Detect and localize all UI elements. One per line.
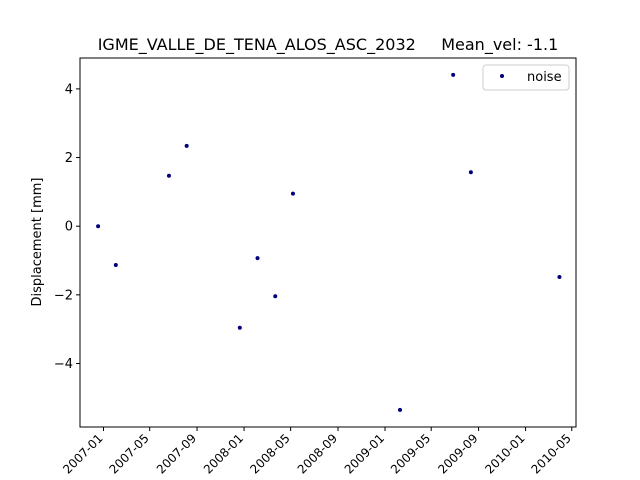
- data-point: [96, 224, 101, 229]
- y-tick-label: 0: [65, 220, 73, 235]
- y-tick-label: 2: [65, 151, 73, 166]
- data-point: [237, 325, 242, 330]
- data-point: [184, 143, 189, 148]
- data-point: [255, 256, 260, 261]
- y-tick-label: 4: [65, 82, 73, 97]
- data-point: [113, 262, 118, 267]
- data-point: [557, 274, 562, 279]
- data-point: [166, 173, 171, 178]
- y-tick-label: −2: [54, 288, 73, 303]
- y-axis-label: Displacement [mm]: [30, 178, 45, 307]
- y-axis: 4 2 0 −2 −4: [54, 82, 80, 372]
- legend-box: [482, 64, 570, 91]
- legend-marker: [500, 74, 504, 78]
- plot-area: [79, 57, 577, 428]
- data-point: [273, 294, 278, 299]
- data-point: [398, 407, 403, 412]
- data-point: [468, 170, 473, 175]
- y-tick-label: −4: [54, 357, 73, 372]
- chart-title: IGME_VALLE_DE_TENA_ALOS_ASC_2032 Mean_ve…: [98, 35, 559, 55]
- legend-label: noise: [527, 70, 562, 85]
- legend: noise: [482, 64, 570, 91]
- plot-frame: [79, 57, 577, 428]
- data-point: [451, 72, 456, 77]
- data-points: [96, 72, 562, 412]
- data-point: [290, 191, 295, 196]
